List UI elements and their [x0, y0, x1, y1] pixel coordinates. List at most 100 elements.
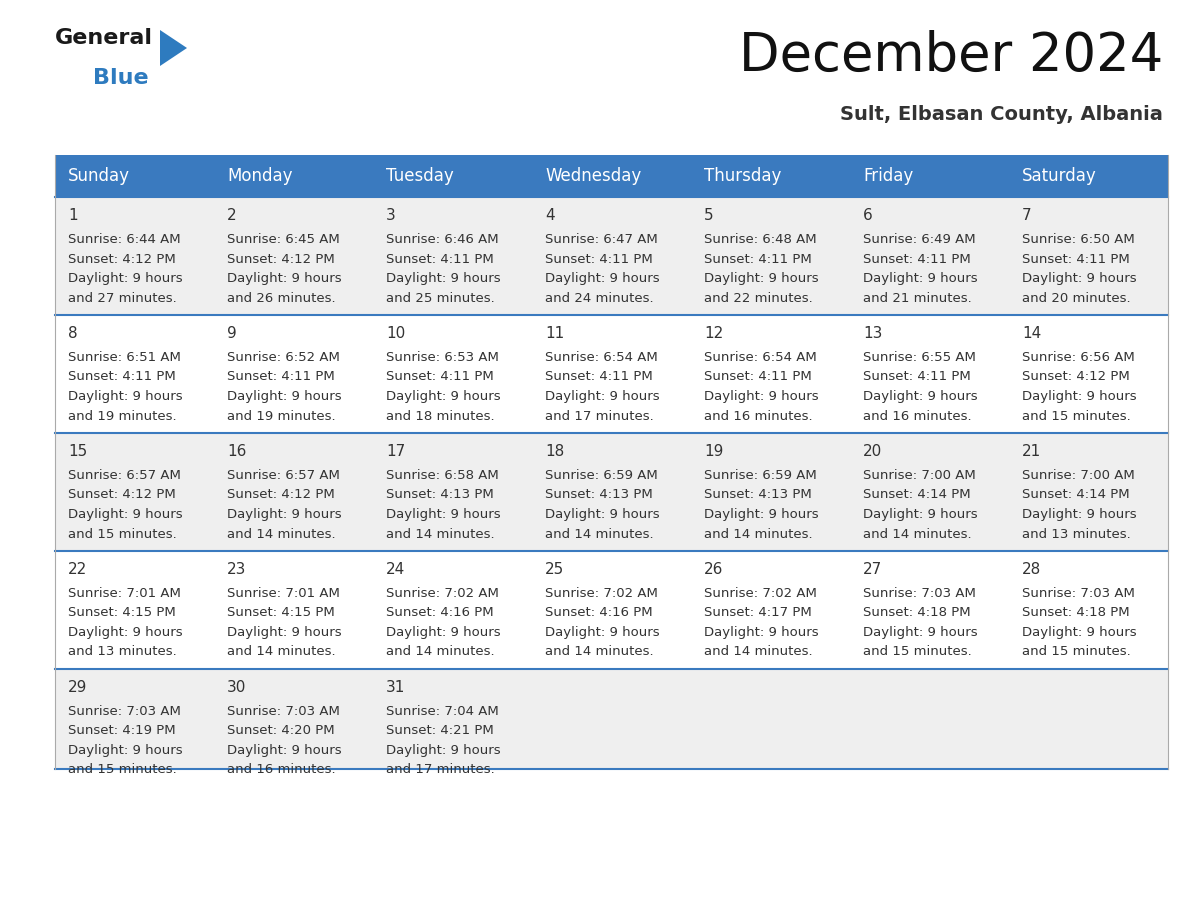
- Text: 28: 28: [1022, 562, 1041, 577]
- Text: Sunday: Sunday: [68, 167, 129, 185]
- Text: Sunset: 4:13 PM: Sunset: 4:13 PM: [704, 488, 811, 501]
- Text: Daylight: 9 hours: Daylight: 9 hours: [227, 508, 342, 521]
- Text: Daylight: 9 hours: Daylight: 9 hours: [68, 390, 183, 403]
- Polygon shape: [160, 30, 187, 66]
- Text: Sunrise: 6:45 AM: Sunrise: 6:45 AM: [227, 233, 340, 246]
- Text: and 15 minutes.: and 15 minutes.: [1022, 645, 1131, 658]
- Text: and 14 minutes.: and 14 minutes.: [545, 645, 653, 658]
- Bar: [55, 315, 1168, 433]
- Text: and 14 minutes.: and 14 minutes.: [704, 528, 813, 541]
- Text: 24: 24: [386, 562, 405, 577]
- Text: Sunrise: 7:03 AM: Sunrise: 7:03 AM: [227, 705, 340, 718]
- Text: Sunset: 4:16 PM: Sunset: 4:16 PM: [386, 607, 494, 620]
- Text: Daylight: 9 hours: Daylight: 9 hours: [862, 390, 978, 403]
- Text: Thursday: Thursday: [704, 167, 782, 185]
- Text: Daylight: 9 hours: Daylight: 9 hours: [1022, 272, 1137, 285]
- Text: and 22 minutes.: and 22 minutes.: [704, 292, 813, 305]
- Text: and 21 minutes.: and 21 minutes.: [862, 292, 972, 305]
- Text: 7: 7: [1022, 208, 1031, 223]
- Text: Sunrise: 7:02 AM: Sunrise: 7:02 AM: [704, 587, 817, 600]
- Text: Daylight: 9 hours: Daylight: 9 hours: [862, 272, 978, 285]
- Text: Sunset: 4:18 PM: Sunset: 4:18 PM: [1022, 607, 1130, 620]
- Text: Daylight: 9 hours: Daylight: 9 hours: [704, 508, 819, 521]
- Text: Daylight: 9 hours: Daylight: 9 hours: [545, 390, 659, 403]
- Text: Sunset: 4:12 PM: Sunset: 4:12 PM: [227, 252, 335, 265]
- Text: Sunrise: 6:48 AM: Sunrise: 6:48 AM: [704, 233, 816, 246]
- Text: and 18 minutes.: and 18 minutes.: [386, 409, 494, 422]
- Text: General: General: [55, 28, 153, 48]
- Text: Daylight: 9 hours: Daylight: 9 hours: [68, 626, 183, 639]
- Text: Sunset: 4:11 PM: Sunset: 4:11 PM: [704, 252, 811, 265]
- Text: and 15 minutes.: and 15 minutes.: [862, 645, 972, 658]
- Text: Sunset: 4:11 PM: Sunset: 4:11 PM: [862, 371, 971, 384]
- Text: and 17 minutes.: and 17 minutes.: [545, 409, 653, 422]
- Text: and 14 minutes.: and 14 minutes.: [545, 528, 653, 541]
- Text: Sunrise: 6:57 AM: Sunrise: 6:57 AM: [227, 469, 340, 482]
- Bar: [849, 155, 1009, 197]
- Text: Sunset: 4:12 PM: Sunset: 4:12 PM: [1022, 371, 1130, 384]
- Text: Daylight: 9 hours: Daylight: 9 hours: [386, 626, 500, 639]
- Text: Sunrise: 6:58 AM: Sunrise: 6:58 AM: [386, 469, 499, 482]
- Text: Sunrise: 7:01 AM: Sunrise: 7:01 AM: [227, 587, 340, 600]
- Text: 9: 9: [227, 326, 236, 341]
- Text: Sunset: 4:14 PM: Sunset: 4:14 PM: [862, 488, 971, 501]
- Text: Sunset: 4:19 PM: Sunset: 4:19 PM: [68, 724, 176, 737]
- Text: and 15 minutes.: and 15 minutes.: [68, 764, 177, 777]
- Bar: [691, 155, 849, 197]
- Bar: [55, 669, 1168, 769]
- Bar: [532, 155, 691, 197]
- Bar: [55, 155, 214, 197]
- Text: and 17 minutes.: and 17 minutes.: [386, 764, 494, 777]
- Text: Sunrise: 6:55 AM: Sunrise: 6:55 AM: [862, 351, 975, 364]
- Text: Daylight: 9 hours: Daylight: 9 hours: [1022, 390, 1137, 403]
- Text: and 15 minutes.: and 15 minutes.: [68, 528, 177, 541]
- Bar: [55, 197, 1168, 315]
- Text: 27: 27: [862, 562, 883, 577]
- Text: 10: 10: [386, 326, 405, 341]
- Text: Daylight: 9 hours: Daylight: 9 hours: [227, 272, 342, 285]
- Text: Sunset: 4:11 PM: Sunset: 4:11 PM: [862, 252, 971, 265]
- Text: 15: 15: [68, 444, 87, 459]
- Text: Sunrise: 6:54 AM: Sunrise: 6:54 AM: [545, 351, 658, 364]
- Text: Daylight: 9 hours: Daylight: 9 hours: [545, 626, 659, 639]
- Text: Sunset: 4:15 PM: Sunset: 4:15 PM: [227, 607, 335, 620]
- Text: Sunset: 4:14 PM: Sunset: 4:14 PM: [1022, 488, 1130, 501]
- Text: Sunrise: 7:04 AM: Sunrise: 7:04 AM: [386, 705, 499, 718]
- Text: Sunrise: 6:46 AM: Sunrise: 6:46 AM: [386, 233, 499, 246]
- Text: 6: 6: [862, 208, 873, 223]
- Text: Daylight: 9 hours: Daylight: 9 hours: [1022, 508, 1137, 521]
- Text: Daylight: 9 hours: Daylight: 9 hours: [68, 508, 183, 521]
- Text: Blue: Blue: [93, 68, 148, 88]
- Text: Daylight: 9 hours: Daylight: 9 hours: [386, 272, 500, 285]
- Text: 8: 8: [68, 326, 77, 341]
- Bar: [1009, 155, 1168, 197]
- Text: Sunset: 4:11 PM: Sunset: 4:11 PM: [386, 252, 494, 265]
- Text: Sunset: 4:11 PM: Sunset: 4:11 PM: [227, 371, 335, 384]
- Text: December 2024: December 2024: [739, 30, 1163, 82]
- Text: Daylight: 9 hours: Daylight: 9 hours: [1022, 626, 1137, 639]
- Text: Wednesday: Wednesday: [545, 167, 642, 185]
- Text: and 16 minutes.: and 16 minutes.: [704, 409, 813, 422]
- Text: 14: 14: [1022, 326, 1041, 341]
- Bar: [214, 155, 373, 197]
- Text: and 14 minutes.: and 14 minutes.: [227, 645, 336, 658]
- Text: Sunset: 4:16 PM: Sunset: 4:16 PM: [545, 607, 652, 620]
- Text: Sunset: 4:11 PM: Sunset: 4:11 PM: [704, 371, 811, 384]
- Text: Sunrise: 7:02 AM: Sunrise: 7:02 AM: [386, 587, 499, 600]
- Text: Sunrise: 7:03 AM: Sunrise: 7:03 AM: [68, 705, 181, 718]
- Text: Sunset: 4:18 PM: Sunset: 4:18 PM: [862, 607, 971, 620]
- Text: and 27 minutes.: and 27 minutes.: [68, 292, 177, 305]
- Text: and 20 minutes.: and 20 minutes.: [1022, 292, 1131, 305]
- Text: 2: 2: [227, 208, 236, 223]
- Text: Sunrise: 6:59 AM: Sunrise: 6:59 AM: [545, 469, 658, 482]
- Text: Daylight: 9 hours: Daylight: 9 hours: [68, 744, 183, 757]
- Text: Daylight: 9 hours: Daylight: 9 hours: [227, 744, 342, 757]
- Text: Sunset: 4:17 PM: Sunset: 4:17 PM: [704, 607, 811, 620]
- Text: Daylight: 9 hours: Daylight: 9 hours: [386, 390, 500, 403]
- Text: 25: 25: [545, 562, 564, 577]
- Text: Daylight: 9 hours: Daylight: 9 hours: [862, 626, 978, 639]
- Text: Sunset: 4:11 PM: Sunset: 4:11 PM: [545, 252, 652, 265]
- Text: Sunrise: 6:51 AM: Sunrise: 6:51 AM: [68, 351, 181, 364]
- Text: 29: 29: [68, 680, 88, 695]
- Text: and 13 minutes.: and 13 minutes.: [68, 645, 177, 658]
